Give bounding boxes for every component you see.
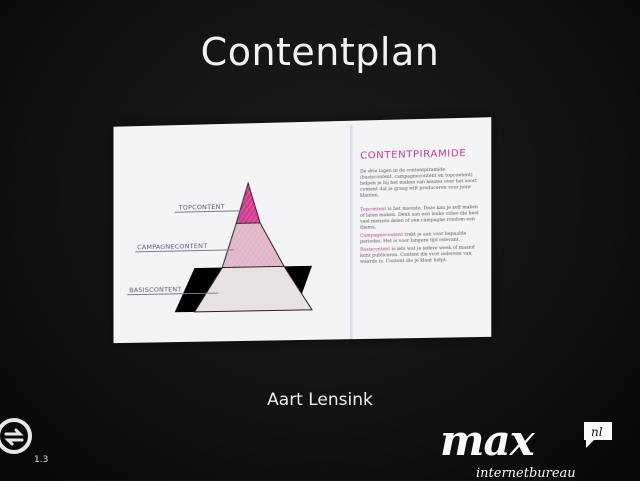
pyramid-diagram [174, 181, 350, 343]
highlight-topcontent: Topcontent [360, 207, 387, 213]
right-page-paragraph-2: Topcontent is het mooiste. Deze kan je z… [360, 205, 479, 232]
logo-badge-text: nl [591, 425, 603, 439]
right-page-paragraph-4: Basiscontent is iets wat je iedere week … [360, 245, 479, 265]
highlight-campagnecontent: Campagnecontent [360, 232, 403, 239]
version-number: 1.3 [34, 455, 49, 465]
right-page-heading: CONTENTPIRAMIDE [360, 148, 467, 162]
page-divider [350, 124, 354, 340]
logo-subtitle: internetbureau [476, 466, 576, 481]
company-logo: max nl internetbureau [440, 416, 630, 481]
refresh-badge-icon [0, 418, 32, 454]
right-page-paragraph-1: De drie lagen in de contentpiramide (bas… [360, 167, 478, 199]
right-page-paragraph-3: Campagnecontent trekt je aan voor bepaal… [360, 231, 479, 246]
logo-speech-badge-icon: nl [584, 422, 612, 448]
right-page: CONTENTPIRAMIDE De drie lagen in de cont… [360, 148, 479, 266]
pyramid-tier-base-shape [195, 266, 312, 312]
author-name: Aart Lensink [267, 390, 373, 410]
content-pyramid-slide-image: TOPCONTENT CAMPAGNECONTENT BASISCONTENT … [113, 117, 492, 344]
logo-wordmark: max [440, 416, 535, 465]
slide-title: Contentplan [200, 30, 440, 74]
highlight-basiscontent: Basiscontent [360, 247, 391, 253]
